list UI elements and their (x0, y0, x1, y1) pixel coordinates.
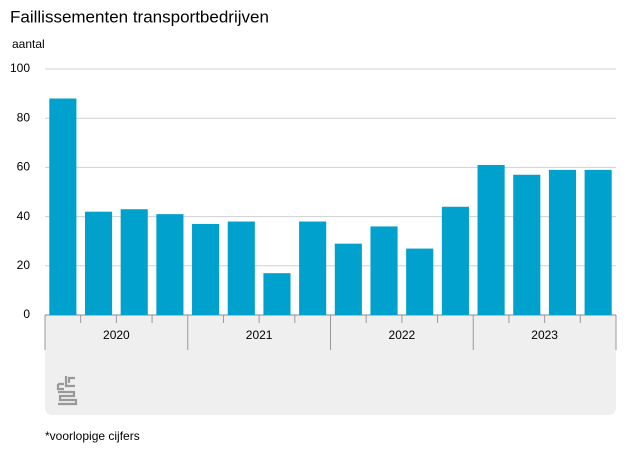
bar (299, 221, 327, 315)
bar (227, 221, 255, 315)
y-tick-label: 40 (17, 209, 31, 223)
footnote: *voorlopige cijfers (45, 429, 140, 443)
bar (84, 211, 113, 315)
bar (477, 164, 505, 315)
bar (513, 174, 541, 315)
bar (370, 226, 398, 315)
bar (548, 169, 577, 315)
y-tick-label: 20 (17, 258, 31, 272)
chart-title: Faillissementen transportbedrijven (10, 7, 269, 26)
x-group-label: 2020 (103, 328, 130, 342)
bar (334, 243, 362, 315)
y-tick-label: 60 (17, 160, 31, 174)
x-group-label: 2021 (246, 328, 273, 342)
y-tick-label: 80 (17, 110, 31, 124)
bar (263, 273, 291, 315)
bar (156, 214, 184, 315)
x-group-label: 2023 (531, 328, 558, 342)
bar (406, 248, 434, 315)
bar (441, 206, 469, 315)
bar (192, 223, 220, 315)
bar (120, 209, 148, 315)
bar (584, 169, 612, 315)
y-tick-label: 0 (23, 307, 30, 321)
bar (49, 98, 77, 316)
x-group-label: 2022 (389, 328, 416, 342)
y-tick-label: 100 (10, 61, 30, 75)
cbs-logo (56, 376, 78, 406)
y-axis-label: aantal (12, 37, 45, 51)
